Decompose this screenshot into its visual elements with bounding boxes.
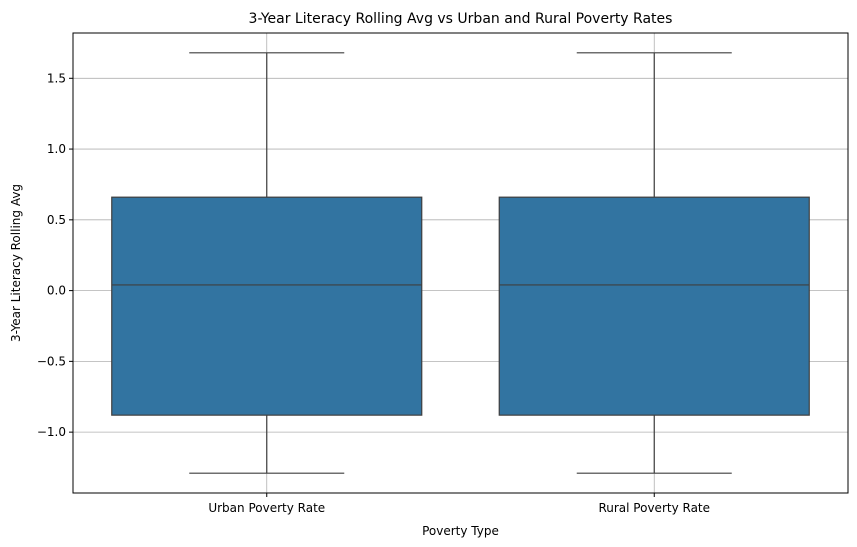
y-tick-label: 1.0 xyxy=(47,142,66,156)
box-rural xyxy=(498,52,810,474)
plot-frame xyxy=(72,32,849,494)
y-tick-label: 1.5 xyxy=(47,71,66,85)
x-axis-label: Poverty Type xyxy=(422,524,499,538)
y-tick-label: 0.0 xyxy=(47,284,66,298)
box-layer xyxy=(111,52,810,474)
y-axis-ticks: −1.0 −0.5 0.0 0.5 1.0 1.5 xyxy=(37,71,73,439)
chart-title: 3-Year Literacy Rolling Avg vs Urban and… xyxy=(249,11,673,27)
x-tick-label: Urban Poverty Rate xyxy=(208,501,325,515)
iqr-box xyxy=(111,196,423,416)
x-axis-ticks: Urban Poverty Rate Rural Poverty Rate xyxy=(208,493,710,515)
y-axis-label: 3-Year Literacy Rolling Avg xyxy=(9,184,23,342)
box-urban xyxy=(111,52,423,474)
y-tick-label: −1.0 xyxy=(37,425,66,439)
y-tick-label: −0.5 xyxy=(37,354,66,368)
y-tick-label: 0.5 xyxy=(47,213,66,227)
iqr-box xyxy=(498,196,810,416)
x-tick-label: Rural Poverty Rate xyxy=(598,501,710,515)
